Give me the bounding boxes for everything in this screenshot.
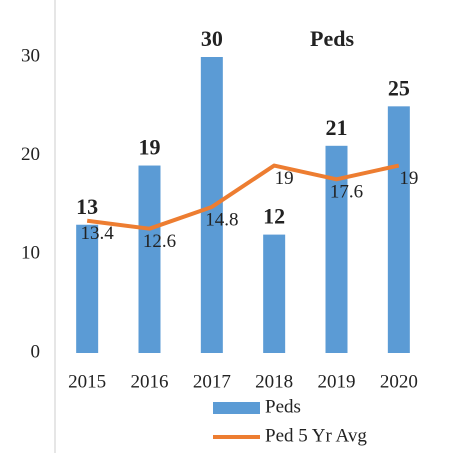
x-tick-label: 2017 [193,371,231,392]
data-label: 17.6 [330,182,363,203]
x-tick-label: 2016 [131,371,169,392]
data-label: 25 [388,75,410,100]
y-tick-label: 20 [21,144,40,165]
line [86,163,400,231]
data-label: 21 [326,115,348,140]
bar [263,234,286,353]
x-tick-label: 2020 [380,371,418,392]
bar [138,165,161,353]
bar [76,224,99,353]
x-tick-label: 2018 [255,371,293,392]
data-label: 30 [201,26,223,51]
data-label: 19 [139,135,161,160]
data-label: 19 [399,168,418,189]
data-label: 12 [263,204,285,229]
y-tick-label: 10 [21,243,40,264]
y-tick-label: 0 [31,341,41,362]
x-tick-label: 2015 [68,371,106,392]
legend-swatch [213,402,260,414]
chart-title: Peds [310,26,354,51]
bar [387,106,410,353]
data-label: 19 [275,168,294,189]
legend-label: Peds [265,396,301,417]
data-label: 14.8 [205,209,238,230]
data-label: 13.4 [81,223,115,244]
data-label: 12.6 [143,231,176,252]
data-label: 13 [76,194,98,219]
x-tick-label: 2019 [318,371,356,392]
legend-label: Ped 5 Yr Avg [265,425,367,446]
bar [325,145,348,353]
y-tick-label: 30 [21,45,40,66]
